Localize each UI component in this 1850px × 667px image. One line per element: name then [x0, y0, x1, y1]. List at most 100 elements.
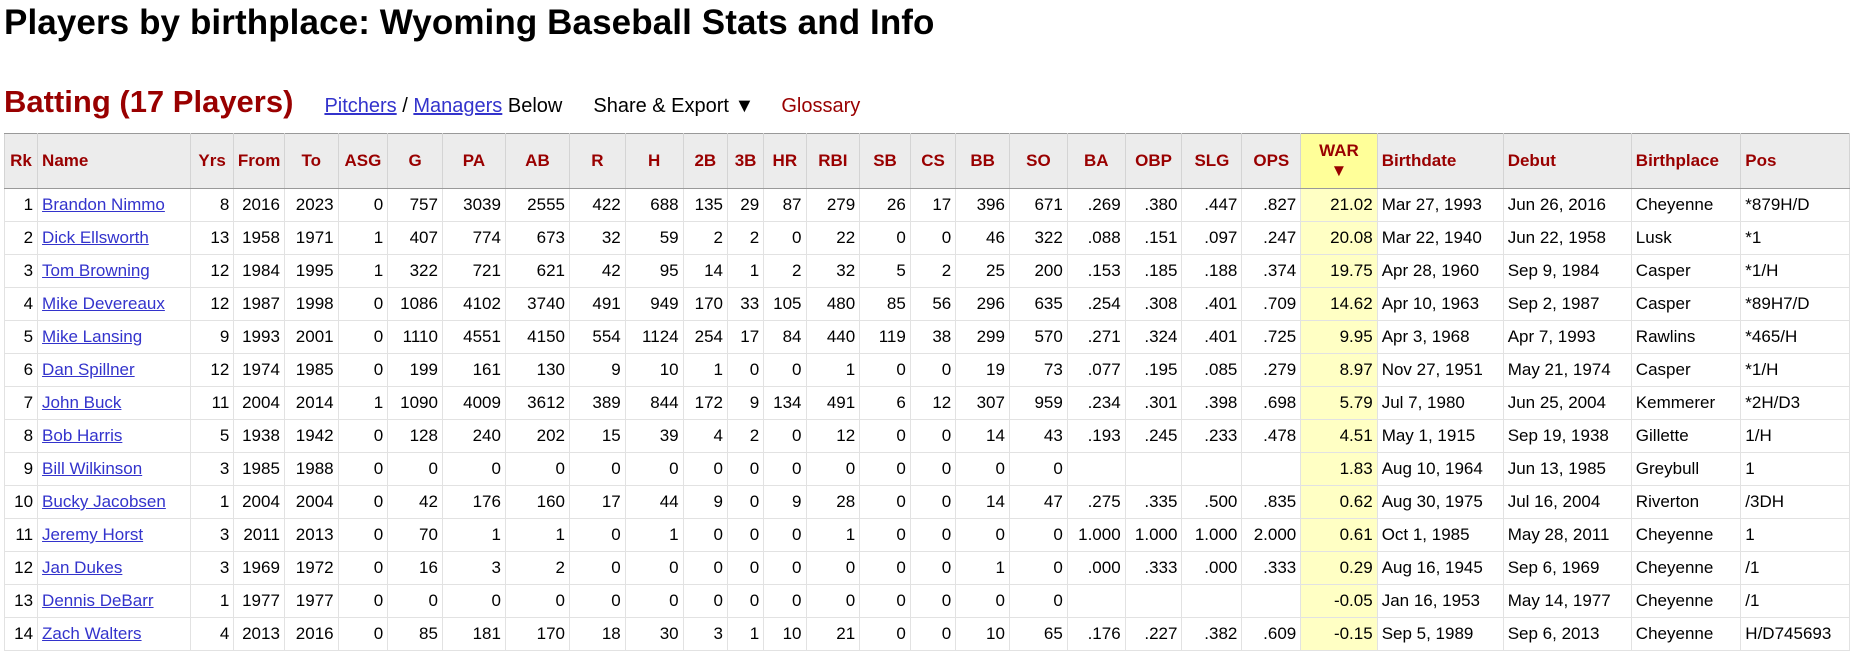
cell-3b: 33 — [727, 287, 765, 321]
cell-so: 671 — [1008, 188, 1068, 222]
column-header-rbi[interactable]: RBI — [805, 133, 861, 189]
cell-bb: 0 — [955, 518, 1010, 552]
cell-r: 0 — [568, 518, 626, 552]
cell-asg: 1 — [337, 254, 389, 288]
cell-birthdate: Oct 1, 1985 — [1376, 518, 1504, 552]
managers-link[interactable]: Managers — [413, 95, 503, 117]
column-header-from[interactable]: From — [233, 133, 285, 189]
glossary-link[interactable]: Glossary — [781, 95, 861, 117]
player-link[interactable]: Bill Wilkinson — [42, 459, 143, 478]
player-link[interactable]: Zach Walters — [42, 624, 142, 643]
player-link[interactable]: Mike Lansing — [42, 327, 143, 346]
column-header-birthdate[interactable]: Birthdate — [1376, 133, 1504, 189]
player-link[interactable]: Jan Dukes — [42, 558, 123, 577]
cell-from: 1985 — [233, 452, 285, 486]
column-header-2b[interactable]: 2B — [682, 133, 729, 189]
cell-obp: .308 — [1124, 287, 1183, 321]
player-link[interactable]: Dan Spillner — [42, 360, 135, 379]
cell-pos: *89H7/D — [1740, 287, 1850, 321]
cell-sb: 0 — [859, 485, 911, 519]
column-header-asg[interactable]: ASG — [337, 133, 389, 189]
column-header-hr[interactable]: HR — [763, 133, 807, 189]
player-link[interactable]: Mike Devereaux — [42, 294, 165, 313]
cell-rk: 1 — [4, 188, 39, 222]
player-link[interactable]: Tom Browning — [42, 261, 150, 280]
player-link[interactable]: Dick Ellsworth — [42, 228, 149, 247]
table-row: 11 Jeremy Horst 3 2011 2013 0 70 1 1 0 1 0 0 0 1 0 0 0 0 1.… — [4, 518, 1850, 552]
cell-cs: 0 — [909, 485, 957, 519]
share-export-menu[interactable]: Share & Export ▼ — [593, 95, 755, 117]
cell-to: 2016 — [283, 617, 339, 651]
column-header-ba[interactable]: BA — [1066, 133, 1126, 189]
cell-yrs: 3 — [189, 452, 235, 486]
cell-rbi: 0 — [805, 452, 861, 486]
page-title: Players by birthplace: Wyoming Baseball … — [4, 3, 935, 42]
column-header-label: 2B — [694, 151, 717, 170]
cell-birthplace: Casper — [1630, 353, 1742, 387]
cell-h: 95 — [624, 254, 684, 288]
player-name-cell: Bob Harris — [37, 419, 191, 453]
column-header-pos[interactable]: Pos — [1740, 133, 1850, 189]
column-header-ab[interactable]: AB — [504, 133, 570, 189]
column-header-to[interactable]: To — [283, 133, 339, 189]
column-header-ops[interactable]: OPS — [1241, 133, 1302, 189]
cell-obp: .245 — [1124, 419, 1183, 453]
column-header-slg[interactable]: SLG — [1181, 133, 1243, 189]
cell-g: 1110 — [387, 320, 443, 354]
column-header-label: 3B — [734, 151, 757, 170]
cell-obp: .185 — [1124, 254, 1183, 288]
player-link[interactable]: Brandon Nimmo — [42, 195, 165, 214]
column-header-g[interactable]: G — [387, 133, 443, 189]
column-header-r[interactable]: R — [568, 133, 626, 189]
column-header-rk[interactable]: Rk — [4, 133, 39, 189]
column-header-obp[interactable]: OBP — [1124, 133, 1183, 189]
cell-h: 0 — [624, 584, 684, 618]
pitchers-link[interactable]: Pitchers — [324, 95, 397, 117]
cell-obp: .227 — [1124, 617, 1183, 651]
cell-ab: 130 — [504, 353, 570, 387]
cell-war: 5.79 — [1300, 386, 1378, 420]
player-link[interactable]: John Buck — [42, 393, 122, 412]
column-header-cs[interactable]: CS — [909, 133, 957, 189]
column-header-so[interactable]: SO — [1008, 133, 1068, 189]
column-header-birthplace[interactable]: Birthplace — [1630, 133, 1742, 189]
cell-debut: Jun 22, 1958 — [1502, 221, 1632, 255]
column-header-bb[interactable]: BB — [955, 133, 1010, 189]
cell-slg: .398 — [1181, 386, 1243, 420]
cell-cs: 0 — [909, 551, 957, 585]
table-row: 7 John Buck 11 2004 2014 1 1090 4009 3612 389 844 1… — [4, 386, 1850, 420]
cell-2b: 1 — [682, 353, 729, 387]
player-link[interactable]: Bucky Jacobsen — [42, 492, 166, 511]
cell-r: 0 — [568, 452, 626, 486]
cell-ab: 0 — [504, 452, 570, 486]
cell-pos: 1/H — [1740, 419, 1850, 453]
cell-2b: 14 — [682, 254, 729, 288]
column-header-debut[interactable]: Debut — [1502, 133, 1632, 189]
cell-birthdate: Jul 7, 1980 — [1376, 386, 1504, 420]
column-header-h[interactable]: H — [624, 133, 684, 189]
table-row: 8 Bob Harris 5 1938 1942 0 128 240 202 15 39 4 2 0 12 0… — [4, 419, 1850, 453]
column-header-name[interactable]: Name — [37, 133, 191, 189]
column-header-yrs[interactable]: Yrs — [189, 133, 235, 189]
cell-war: 0.62 — [1300, 485, 1378, 519]
cell-ab: 3612 — [504, 386, 570, 420]
cell-r: 389 — [568, 386, 626, 420]
column-header-war[interactable]: WAR ▼ — [1300, 133, 1378, 189]
cell-so: 65 — [1008, 617, 1068, 651]
column-header-sb[interactable]: SB — [859, 133, 911, 189]
player-link[interactable]: Bob Harris — [42, 426, 123, 445]
cell-2b: 0 — [682, 584, 729, 618]
cell-ba: 1.000 — [1066, 518, 1126, 552]
player-link[interactable]: Jeremy Horst — [42, 525, 144, 544]
player-link[interactable]: Dennis DeBarr — [42, 591, 154, 610]
cell-yrs: 3 — [189, 518, 235, 552]
cell-from: 2013 — [233, 617, 285, 651]
column-header-pa[interactable]: PA — [441, 133, 506, 189]
cell-birthplace: Casper — [1630, 254, 1742, 288]
cell-sb: 0 — [859, 452, 911, 486]
cell-cs: 0 — [909, 221, 957, 255]
cell-hr: 0 — [763, 551, 807, 585]
column-header-3b[interactable]: 3B — [727, 133, 765, 189]
cell-h: 0 — [624, 551, 684, 585]
link-separator: / — [402, 95, 408, 117]
